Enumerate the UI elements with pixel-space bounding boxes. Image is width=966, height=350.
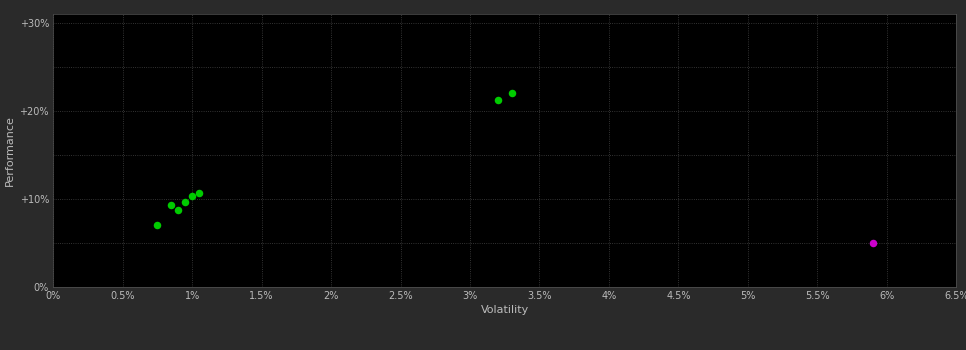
Point	[185, 194, 200, 199]
Point	[178, 199, 193, 204]
X-axis label: Volatility: Volatility	[481, 305, 528, 315]
Point	[191, 190, 207, 196]
Point	[163, 202, 179, 208]
Point	[490, 98, 505, 103]
Point	[866, 240, 881, 246]
Point	[150, 223, 165, 228]
Point	[170, 207, 185, 212]
Y-axis label: Performance: Performance	[5, 115, 15, 186]
Point	[504, 90, 520, 96]
